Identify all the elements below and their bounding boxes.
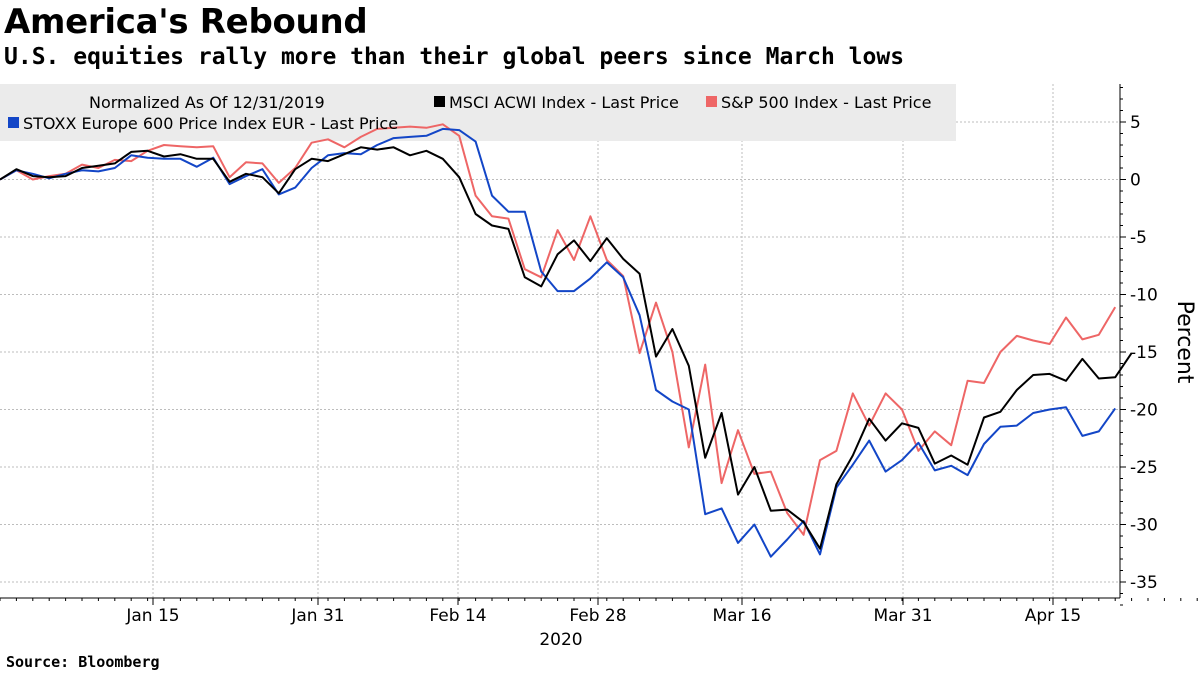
y-tick-label: -30 — [1130, 516, 1158, 536]
y-tick-label: -20 — [1130, 401, 1158, 421]
chart-title: America's Rebound — [4, 2, 368, 42]
x-tick-label: Jan 15 — [125, 606, 179, 626]
legend-entry: STOXX Europe 600 Price Index EUR - Last … — [23, 114, 398, 133]
y-tick-label: -25 — [1130, 458, 1158, 478]
x-tick-label: Feb 14 — [429, 606, 486, 626]
legend-swatch — [8, 117, 19, 128]
x-tick-label: Jan 31 — [290, 606, 344, 626]
legend: Normalized As Of 12/31/2019 MSCI ACWI Ind… — [8, 93, 931, 133]
source-note: Source: Bloomberg — [6, 653, 160, 671]
x-tick-label: Mar 31 — [873, 606, 932, 626]
legend-swatch — [706, 96, 717, 107]
series-line — [0, 146, 1133, 550]
legend-entry: S&P 500 Index - Last Price — [721, 93, 931, 112]
x-tick-label: Apr 15 — [1025, 606, 1081, 626]
x-year-label: 2020 — [539, 630, 582, 650]
y-tick-label: 5 — [1130, 113, 1141, 133]
series-line — [0, 127, 1117, 558]
legend-swatch — [434, 96, 445, 107]
y-tick-label: -35 — [1130, 573, 1158, 593]
legend-note: Normalized As Of 12/31/2019 — [89, 93, 325, 112]
chart-subtitle: U.S. equities rally more than their glob… — [4, 44, 905, 70]
x-tick-label: Mar 16 — [712, 606, 771, 626]
x-tick-label: Feb 28 — [569, 606, 626, 626]
y-axis-label: Percent — [1172, 301, 1197, 384]
series-line — [0, 123, 1117, 536]
y-tick-label: -5 — [1130, 228, 1147, 248]
legend-entry: MSCI ACWI Index - Last Price — [449, 93, 679, 112]
legend-background — [0, 84, 956, 141]
y-tick-label: 0 — [1130, 171, 1141, 191]
y-tick-label: -10 — [1130, 286, 1158, 306]
y-tick-label: -15 — [1130, 343, 1158, 363]
